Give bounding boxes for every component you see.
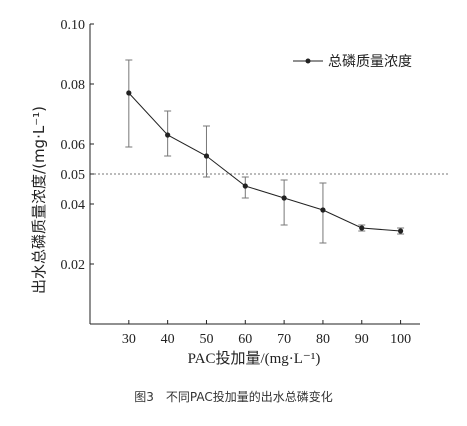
x-tick-label: 60 <box>238 332 252 347</box>
x-tick-label: 100 <box>390 332 411 347</box>
x-tick-label: 40 <box>161 332 175 347</box>
legend-marker <box>305 58 311 64</box>
y-axis-label: 出水总磷质量浓度/(mg·L⁻¹) <box>30 106 48 294</box>
x-tick-label: 30 <box>122 332 136 347</box>
data-point <box>397 228 404 234</box>
y-tick-label: 0.04 <box>61 198 86 213</box>
series-line <box>128 92 401 232</box>
x-tick-label: 80 <box>316 332 330 347</box>
data-point <box>281 195 287 201</box>
y-tick-label: 0.02 <box>61 258 86 273</box>
y-tick-label: 0.06 <box>61 138 86 153</box>
plot-area: 0.02 0.04 0.05 0.06 0.08 0.10 30 40 50 60 70 80 90 10… <box>61 18 448 347</box>
legend-label: 总磷质量浓度 <box>328 54 412 70</box>
x-tick-label: 50 <box>199 332 213 347</box>
data-point <box>126 90 132 96</box>
y-tick-label: 0.05 <box>61 168 86 183</box>
figure-caption: 图3 不同PAC投加量的出水总磷变化 <box>134 390 333 404</box>
y-tick-label: 0.08 <box>61 78 86 93</box>
data-point <box>203 153 210 159</box>
data-point <box>320 207 326 213</box>
y-tick-label: 0.10 <box>61 18 86 33</box>
x-axis-label: PAC投加量/(mg·L⁻¹) <box>188 350 321 367</box>
legend: 总磷质量浓度 <box>293 54 412 70</box>
data-point <box>242 183 248 189</box>
x-tick-label: 90 <box>355 332 369 347</box>
x-tick-label: 70 <box>277 332 291 347</box>
data-point <box>165 132 171 138</box>
data-point <box>359 225 365 231</box>
